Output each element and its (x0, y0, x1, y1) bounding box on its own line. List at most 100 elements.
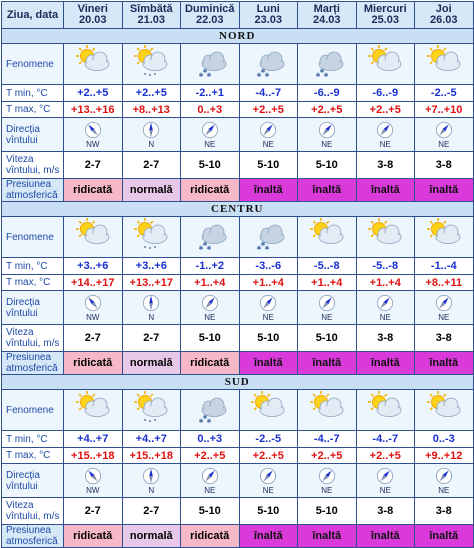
wind-direction-cell: NE (414, 290, 474, 325)
wind-direction-icon (260, 294, 277, 311)
wind-direction-icon (435, 467, 452, 484)
tmax-value: +2..+5 (355, 447, 415, 464)
tmax-row-label: T max, °C (1, 101, 64, 118)
tmin-value: 0..+3 (180, 430, 240, 448)
weather-cell (63, 43, 123, 85)
weather-cell (63, 216, 123, 258)
wind-direction-label: NW (86, 485, 100, 495)
partly-cloudy-icon (368, 217, 402, 244)
pressure-value: ridicată (180, 524, 240, 548)
tmax-value: +1..+4 (180, 274, 240, 291)
weather-cell: ✱ ✱ ✱ (238, 43, 298, 85)
tmin-value: +3..+6 (121, 257, 181, 275)
svg-text:✱: ✱ (206, 418, 211, 425)
weather-cell (355, 389, 415, 431)
tmax-row-label: T max, °C (1, 447, 64, 464)
partly-cloudy-icon (75, 44, 110, 71)
tmin-value: -2..-5 (414, 84, 474, 102)
day-name: Joi (435, 3, 452, 15)
wind-direction-icon (201, 294, 218, 311)
wind-direction-cell: NE (414, 117, 474, 152)
cloudy-snow-icon: ✱✱ ✱ (198, 51, 227, 79)
wind-direction-label: NE (321, 485, 333, 495)
partly-cloudy-icon (426, 390, 461, 417)
tmax-value: +8..+13 (121, 101, 181, 118)
partly-cloudy-icon (251, 390, 285, 417)
tmin-value: +4..+7 (63, 430, 123, 448)
tmin-value: +3..+6 (63, 257, 123, 275)
tmin-value: +2..+5 (63, 84, 123, 102)
pressure-value: normală (121, 178, 181, 202)
wind-speed-value: 5-10 (238, 497, 298, 525)
day-header: Joi 26.03 (414, 1, 474, 29)
svg-text:✱: ✱ (323, 72, 328, 79)
tmax-value: +2..+5 (297, 447, 357, 464)
day-name: Sîmbătă (129, 3, 173, 15)
wind-speed-value: 5-10 (297, 324, 357, 352)
cloudy-snow-icon: ✱✱ ✱ (257, 224, 285, 252)
wind-speed-value: 2-7 (63, 324, 123, 352)
wind-speed-value: 3-8 (414, 324, 474, 352)
tmin-row: T min, °C +2..+5 +2..+5 -2..+1 -4..-7 -6..-9-… (1, 84, 474, 102)
weather-cell (355, 216, 415, 258)
tmax-value: +9..+12 (414, 447, 474, 464)
wind-speed-value: 3-8 (414, 497, 474, 525)
weather-cell: ✱ ✱ ✱ (180, 43, 240, 85)
day-name: Miercuri (363, 3, 407, 15)
tmax-value: +14..+17 (63, 274, 123, 291)
wind-direction: NW (84, 467, 102, 495)
tmin-value: -5..-8 (355, 257, 415, 275)
svg-text:✱: ✱ (202, 68, 207, 75)
wind-direction-icon (201, 121, 218, 138)
weather-cell (297, 216, 357, 258)
wind-direction: NE (376, 121, 394, 149)
tmax-value: +2..+5 (180, 447, 240, 464)
wind-direction: NW (84, 121, 102, 149)
day-date: 22.03 (195, 14, 224, 26)
wind-speed-row: Viteza vîntului, m/s 2-7 2-7 5-10 5-10 5-10 3-… (1, 324, 474, 352)
day-date: 25.03 (371, 14, 400, 26)
tmin-value: +4..+7 (121, 430, 181, 448)
wind-direction-cell: N (121, 290, 181, 325)
day-header: Marți 24.03 (297, 1, 357, 29)
pressure-row-label: Presiunea atmosferică (1, 178, 64, 202)
wind-direction-icon (201, 467, 218, 484)
weather-cell (414, 389, 474, 431)
wind-direction-cell: NE (355, 290, 415, 325)
tmin-value: -6..-9 (355, 84, 415, 102)
pressure-row: Presiunea atmosferică ridicată normală ridi… (1, 178, 474, 202)
region-name: NORD (1, 28, 474, 44)
wind-direction-label: N (148, 485, 155, 495)
pressure-value: înaltă (355, 524, 415, 548)
wind-direction: N (142, 121, 160, 149)
svg-text:✱: ✱ (198, 418, 203, 425)
wind-direction: NE (201, 294, 219, 322)
wind-direction-icon (84, 121, 101, 138)
pressure-row-label: Presiunea atmosferică (1, 351, 64, 375)
pressure-value: înaltă (414, 351, 474, 375)
weather-row-label: Fenomene (1, 43, 64, 85)
tmin-value: -2..-5 (238, 430, 298, 448)
wind-direction: NE (259, 121, 277, 149)
wind-direction-cell: NW (63, 117, 123, 152)
weather-cell (63, 389, 123, 431)
tmax-value: +2..+5 (238, 447, 298, 464)
wind-direction-icon (143, 121, 160, 138)
wind-direction-label: NE (438, 485, 450, 495)
svg-text:✱: ✱ (261, 241, 266, 248)
day-header: Sîmbătă 21.03 (121, 1, 181, 29)
wind-speed-value: 2-7 (121, 324, 181, 352)
wind-direction-icon (260, 121, 277, 138)
wind-direction: NE (376, 467, 394, 495)
wind-direction-icon (143, 294, 160, 311)
wind-speed-value: 2-7 (121, 497, 181, 525)
wind-direction-icon (318, 294, 335, 311)
wind-speed-value: 3-8 (414, 151, 474, 179)
wind-direction-label: NE (262, 139, 274, 149)
partly-cloudy-icon (368, 44, 402, 71)
weather-cell (297, 389, 357, 431)
wind-speed-row-label: Viteza vîntului, m/s (1, 497, 64, 525)
tmax-value: +15..+18 (63, 447, 123, 464)
weather-cell (414, 43, 474, 85)
